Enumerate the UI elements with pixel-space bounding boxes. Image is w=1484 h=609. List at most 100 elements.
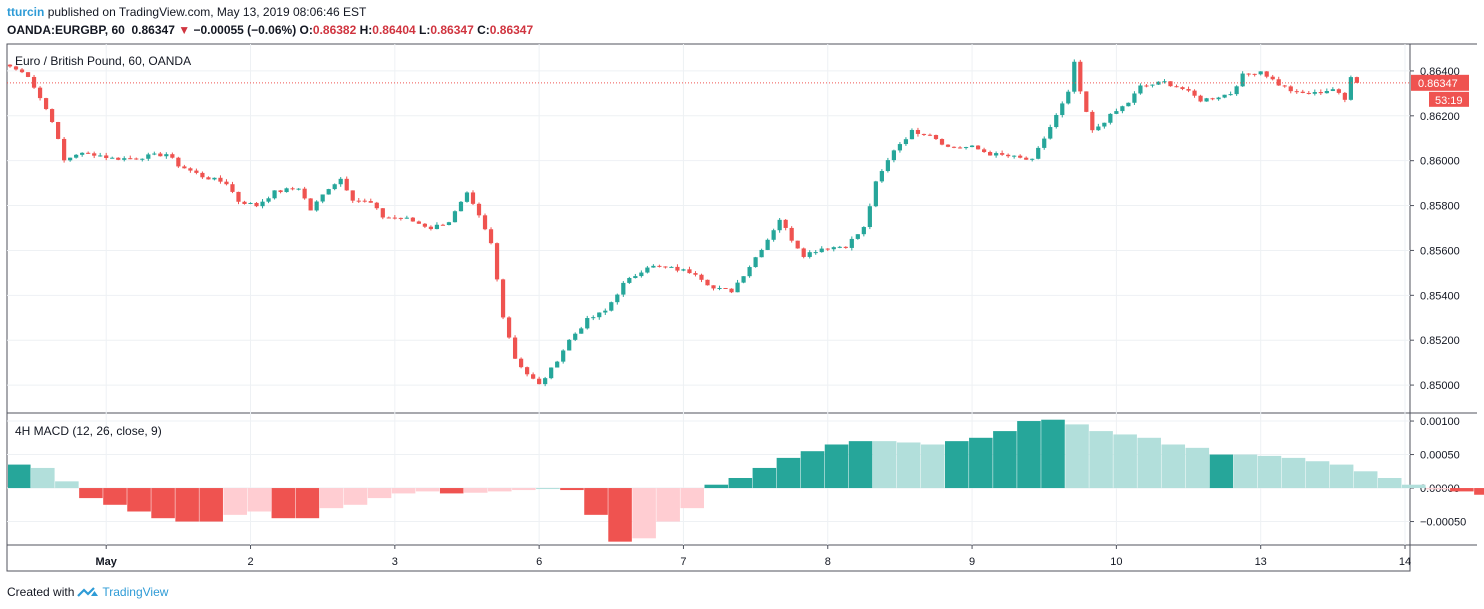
candle-body xyxy=(416,221,421,224)
candle-body xyxy=(158,153,163,157)
candle-body xyxy=(1210,98,1215,100)
high-label: H: xyxy=(359,23,373,37)
open-value: 0.86382 xyxy=(312,23,357,37)
candle-body xyxy=(368,201,373,203)
candle-body xyxy=(230,184,235,192)
candle-body xyxy=(464,192,470,202)
candle-body xyxy=(1258,71,1263,75)
candle-body xyxy=(1048,127,1053,139)
macd-bar xyxy=(800,451,825,489)
macd-pane-title: 4H MACD (12, 26, close, 9) xyxy=(15,424,162,438)
candle-body xyxy=(332,184,337,190)
candle-body xyxy=(663,266,668,268)
candle-body xyxy=(1270,76,1275,80)
candle-body xyxy=(813,252,818,254)
candle-body xyxy=(843,246,848,248)
candle-body xyxy=(362,200,367,202)
close-value: 0.86347 xyxy=(489,23,534,37)
candle-body xyxy=(1246,73,1251,75)
candle-body xyxy=(494,243,500,280)
candle-body xyxy=(380,208,385,218)
countdown-label: 53:19 xyxy=(1435,95,1463,107)
candle-body xyxy=(218,177,223,182)
candle-body xyxy=(1252,73,1257,75)
price-tick-label: 0.86200 xyxy=(1420,111,1460,123)
candle-body xyxy=(897,144,903,151)
candle-body xyxy=(597,312,602,318)
macd-tick-label: 0.00050 xyxy=(1420,450,1460,462)
candle-body xyxy=(681,269,686,271)
candle-body xyxy=(831,247,836,250)
macd-bar xyxy=(896,442,921,489)
candle-body xyxy=(1342,92,1347,100)
candle-body xyxy=(350,190,355,201)
candle-body xyxy=(1036,147,1041,159)
candle-body xyxy=(1186,89,1191,91)
candle-body xyxy=(506,317,512,338)
open-label: O: xyxy=(299,23,313,37)
candle-body xyxy=(55,121,61,139)
candle-body xyxy=(837,246,842,248)
candle-body xyxy=(1276,79,1281,86)
candle-body xyxy=(1222,94,1227,98)
x-tick-label: 10 xyxy=(1110,556,1122,568)
candle-body xyxy=(1192,90,1197,96)
candle-body xyxy=(1006,154,1011,157)
candle-body xyxy=(639,272,644,277)
candle-body xyxy=(933,135,939,140)
candle-body xyxy=(1168,81,1173,87)
candle-body xyxy=(1150,84,1155,86)
chart-canvas[interactable]: May 2 3 6 7 8 9 10 13 140.864000.862000.860000.85… xyxy=(0,0,1484,580)
candle-body xyxy=(1312,92,1317,94)
price-tick-label: 0.86000 xyxy=(1420,156,1460,168)
candle-body xyxy=(1126,102,1131,107)
candle-body xyxy=(549,367,554,379)
candle-body xyxy=(452,211,458,223)
macd-bar xyxy=(1185,447,1210,489)
candle-body xyxy=(308,198,313,211)
candle-body xyxy=(873,181,878,207)
candle-body xyxy=(819,248,824,253)
low-label: L: xyxy=(419,23,431,37)
candle-body xyxy=(1102,122,1107,127)
low-value: 0.86347 xyxy=(430,23,474,37)
candle-body xyxy=(1294,91,1299,93)
candle-body xyxy=(735,282,740,293)
candle-body xyxy=(1264,71,1269,77)
macd-bar xyxy=(776,457,801,489)
candle-body xyxy=(777,219,782,231)
candle-body xyxy=(194,170,199,173)
macd-bar xyxy=(391,488,416,494)
author-link[interactable]: tturcin xyxy=(7,5,45,19)
price-tick-label: 0.85800 xyxy=(1420,201,1460,213)
candle-body xyxy=(482,215,488,230)
candle-body xyxy=(1234,86,1239,95)
candle-body xyxy=(945,144,951,147)
candle-body xyxy=(855,234,860,239)
candle-body xyxy=(555,361,560,368)
candle-body xyxy=(621,282,626,295)
candle-body xyxy=(1348,77,1353,100)
candle-body xyxy=(771,230,776,240)
candle-body xyxy=(356,200,361,202)
candle-body xyxy=(152,153,157,155)
candle-body xyxy=(1138,85,1143,94)
candle-body xyxy=(1324,91,1329,94)
candle-body xyxy=(1096,126,1101,131)
x-tick-label: May xyxy=(96,556,118,568)
x-tick-label: 8 xyxy=(825,556,831,568)
candle-body xyxy=(1336,89,1341,93)
candle-body xyxy=(567,339,572,351)
last-price-badge xyxy=(1411,74,1469,91)
candle-body xyxy=(49,109,55,122)
candle-body xyxy=(200,172,205,178)
candle-body xyxy=(717,287,722,289)
candle-body xyxy=(747,267,752,277)
candle-body xyxy=(879,171,884,182)
candle-body xyxy=(1354,77,1360,83)
macd-bar xyxy=(1426,488,1450,490)
macd-bar xyxy=(247,488,272,512)
macd-bar xyxy=(1401,484,1426,489)
candle-body xyxy=(573,333,578,340)
tradingview-brand-link[interactable]: TradingView xyxy=(102,585,169,599)
